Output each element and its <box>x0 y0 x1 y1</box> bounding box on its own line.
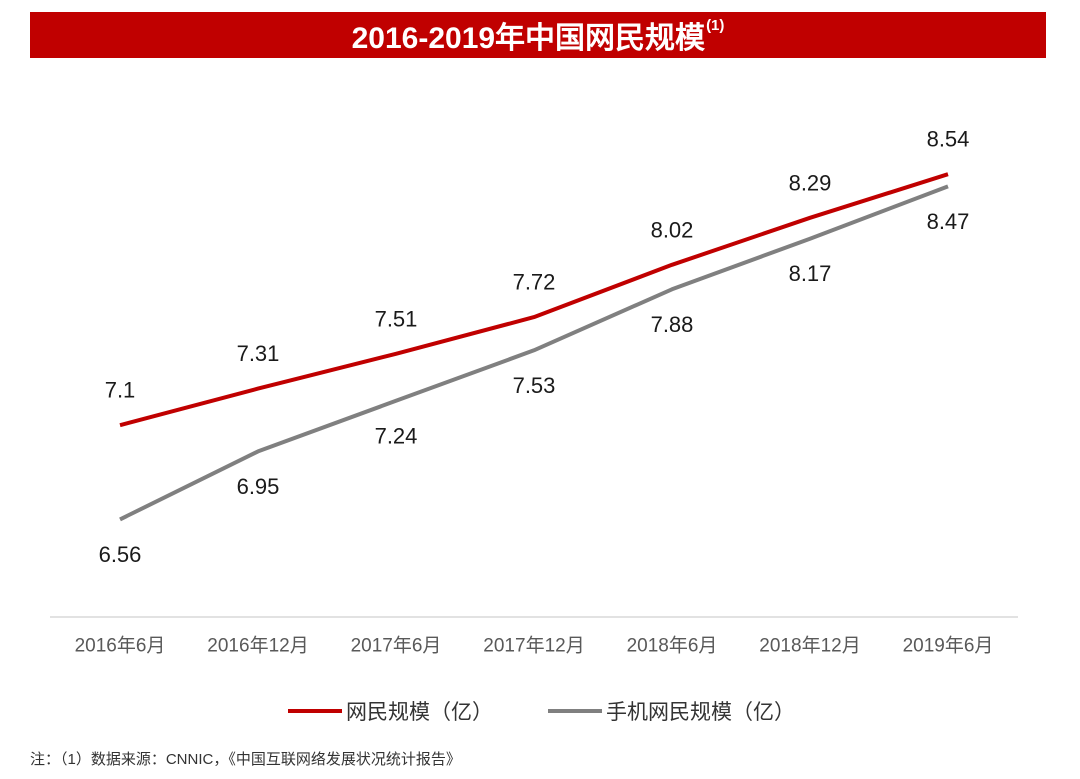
series-layer <box>119 172 949 522</box>
data-label-series-2: 8.47 <box>927 209 970 234</box>
legend-label-netizens: 网民规模（亿） <box>346 701 493 724</box>
chart-title-bar: 2016-2019年中国网民规模 (1) <box>30 12 1046 58</box>
chart-title-note: (1) <box>706 16 725 34</box>
x-tick-label: 2018年6月 <box>627 635 718 657</box>
x-tick-label: 2016年6月 <box>75 635 166 657</box>
x-tick-label: 2017年6月 <box>351 635 442 657</box>
data-label-series-2: 8.17 <box>789 261 832 286</box>
data-label-series-2: 7.88 <box>651 312 694 337</box>
x-tick-label: 2019年6月 <box>903 635 994 657</box>
data-label-series-1: 7.1 <box>105 378 136 403</box>
series-line-2 <box>119 184 949 522</box>
legend-item-mobile-netizens: 手机网民规模（亿） <box>548 697 795 725</box>
data-label-series-2: 6.95 <box>237 474 280 499</box>
data-label-series-1: 8.29 <box>789 170 832 195</box>
data-label-series-2: 7.24 <box>375 423 418 448</box>
x-tick-label: 2016年12月 <box>207 635 308 657</box>
x-tick-layer: 2016年6月 2016年12月 2017年6月 2017年12月 2018年6月 201… <box>75 635 994 657</box>
chart-title: 2016-2019年中国网民规模 <box>351 22 706 55</box>
series-line-1 <box>119 172 949 428</box>
data-label-series-1: 7.31 <box>237 341 280 366</box>
legend-item-netizens: 网民规模（亿） <box>288 697 493 725</box>
legend-swatch-mobile-netizens <box>548 709 602 713</box>
legend-swatch-netizens <box>288 709 342 713</box>
legend-label-mobile-netizens: 手机网民规模（亿） <box>606 701 795 724</box>
footnote: 注：（1）数据来源：CNNIC，《中国互联网络发展状况统计报告》 <box>30 751 461 768</box>
data-label-series-1: 7.51 <box>375 306 418 331</box>
x-tick-label: 2018年12月 <box>759 635 860 657</box>
data-label-layer: 7.1 7.31 7.51 7.72 8.02 8.29 8.54 6.56 6.95 7.24 7… <box>99 127 970 567</box>
x-tick-label: 2017年12月 <box>483 635 584 657</box>
data-label-series-1: 7.72 <box>513 270 556 295</box>
data-label-series-2: 7.53 <box>513 373 556 398</box>
data-label-series-1: 8.54 <box>927 127 970 152</box>
data-label-series-2: 6.56 <box>99 542 142 567</box>
data-label-series-1: 8.02 <box>651 217 694 242</box>
